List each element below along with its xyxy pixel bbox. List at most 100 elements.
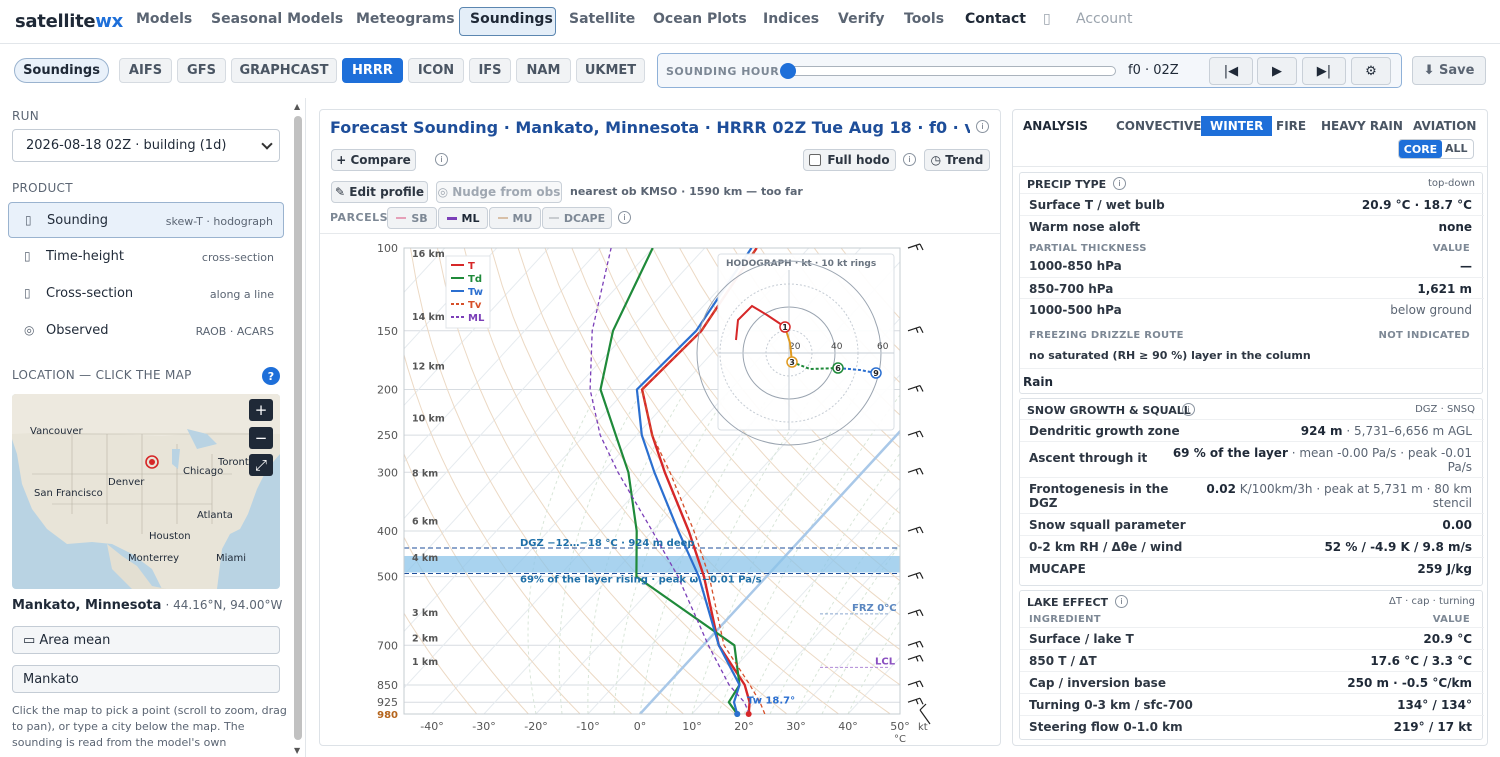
dry-adiabat: [517, 248, 891, 714]
row-value: 52 % / -4.9 K / 9.8 m/s: [1324, 540, 1472, 554]
settings-button[interactable]: ⚙: [1351, 57, 1391, 85]
product-sounding[interactable]: ▯ Sounding skew-T · hodograph: [8, 202, 284, 238]
info-icon[interactable]: i: [1182, 403, 1195, 416]
scroll-thumb[interactable]: [294, 116, 302, 740]
info-icon[interactable]: i: [435, 153, 448, 166]
model-hrrr[interactable]: HRRR: [342, 58, 403, 83]
zoom-out-button[interactable]: −: [249, 427, 273, 449]
row-label: 850-700 hPa: [1029, 282, 1114, 296]
info-icon[interactable]: i: [976, 120, 989, 133]
nav-account[interactable]: Account: [1076, 11, 1133, 27]
hour-slider-knob[interactable]: [780, 63, 796, 79]
area-mean-toggle[interactable]: ▭ Area mean: [12, 626, 280, 654]
model-aifs[interactable]: AIFS: [119, 58, 172, 83]
height-label: 4 km: [412, 553, 438, 564]
fullscreen-button[interactable]: ⤢: [249, 454, 273, 476]
height-label: 12 km: [412, 361, 445, 372]
tab-aviation[interactable]: AVIATION: [1413, 119, 1477, 133]
edit-profile-button[interactable]: ✎ Edit profile: [331, 181, 428, 203]
nav-soundings[interactable]: Soundings: [470, 11, 553, 27]
parcel-dcape[interactable]: DCAPE: [542, 207, 612, 229]
series-tw-line: [635, 248, 753, 714]
data-row: 1000-850 hPa —: [1020, 255, 1484, 277]
sidebar-scrollbar[interactable]: ▲ ▼: [292, 102, 304, 755]
user-icon[interactable]: ▯: [1043, 11, 1051, 27]
nav-contact[interactable]: Contact: [965, 11, 1026, 27]
toggle-core[interactable]: CORE: [1399, 140, 1442, 158]
dry-adiabat: [404, 352, 633, 714]
height-label: 14 km: [412, 312, 445, 323]
nudge-button[interactable]: ◎ Nudge from obs: [436, 181, 562, 203]
nav-verify[interactable]: Verify: [838, 11, 885, 27]
legend-entry: ML: [468, 313, 485, 324]
nav-indices[interactable]: Indices: [763, 11, 820, 27]
card-title: PRECIP TYPE: [1027, 178, 1107, 191]
save-button[interactable]: ⬇ Save: [1412, 56, 1486, 85]
map-city-label: Chicago: [183, 466, 224, 477]
info-icon[interactable]: i: [1113, 177, 1126, 190]
plot-title: Forecast Sounding · Mankato, Minnesota ·…: [330, 118, 970, 137]
nav-tools[interactable]: Tools: [904, 11, 945, 27]
play-button[interactable]: ▶: [1257, 57, 1297, 85]
logo-text: satellite: [15, 11, 96, 32]
product-cross-section[interactable]: ▯ Cross-section along a line: [8, 276, 284, 312]
product-time-height[interactable]: ▯ Time-height cross-section: [8, 239, 284, 275]
pressure-label: 925: [377, 696, 398, 709]
nav-ocean-plots[interactable]: Ocean Plots: [653, 11, 747, 27]
model-gfs[interactable]: GFS: [177, 58, 226, 83]
mode-soundings-pill[interactable]: Soundings: [14, 58, 109, 83]
tw-label: Tw 18.7°: [747, 695, 795, 706]
row-label: Frontogenesis in the DGZ: [1029, 482, 1169, 510]
info-icon[interactable]: i: [903, 153, 916, 166]
full-hodo-toggle[interactable]: Full hodo: [803, 149, 896, 171]
toggle-all[interactable]: ALL: [1445, 142, 1468, 155]
model-ifs[interactable]: IFS: [469, 58, 511, 83]
location-map[interactable]: Vancouver Toronto Chicago Denver San Fra…: [12, 394, 280, 589]
parcel-ml[interactable]: ML: [438, 207, 488, 229]
checkbox-icon[interactable]: [809, 154, 822, 166]
hour-slider-track[interactable]: [787, 66, 1116, 76]
tab-convective[interactable]: CONVECTIVE: [1116, 119, 1202, 133]
height-label: 16 km: [412, 249, 445, 260]
hodograph-ring-label: 60: [877, 342, 889, 352]
mu-swatch: [497, 217, 508, 219]
run-select[interactable]: 2026-08-18 02Z · building (1d): [12, 129, 280, 162]
help-icon[interactable]: ?: [262, 367, 280, 385]
product-observed[interactable]: ◎ Observed RAOB · ACARS: [8, 313, 284, 349]
first-hour-button[interactable]: |◀: [1209, 57, 1253, 85]
wind-barb-icon: [919, 703, 931, 725]
data-row: Surface / lake T 20.9 °C: [1020, 627, 1484, 649]
info-icon[interactable]: i: [1115, 595, 1128, 608]
analysis-panel: ANALYSIS CONVECTIVE WINTER FIRE HEAVY RA…: [1012, 109, 1488, 746]
logo[interactable]: satellitewx: [15, 11, 123, 32]
nav-seasonal-models[interactable]: Seasonal Models: [211, 11, 344, 27]
tab-heavy-rain[interactable]: HEAVY RAIN: [1321, 119, 1403, 133]
zoom-in-button[interactable]: +: [249, 399, 273, 421]
cross-section-icon: ▯: [24, 286, 31, 300]
product-label: PRODUCT: [12, 181, 73, 195]
location-marker-icon: [145, 455, 159, 469]
model-icon[interactable]: ICON: [408, 58, 464, 83]
city-input[interactable]: Mankato: [12, 665, 280, 693]
legend-entry: Tv: [468, 300, 482, 311]
model-ukmet[interactable]: UKMET: [576, 58, 645, 83]
tab-winter[interactable]: WINTER: [1201, 116, 1273, 136]
parcel-mu[interactable]: MU: [489, 207, 541, 229]
info-icon[interactable]: i: [618, 211, 631, 224]
last-hour-button[interactable]: ▶|: [1302, 57, 1346, 85]
parcel-sb[interactable]: SB: [387, 207, 437, 229]
row-value: 17.6 °C / 3.3 °C: [1370, 654, 1472, 668]
nav-models[interactable]: Models: [136, 11, 193, 27]
compare-button[interactable]: + Compare: [331, 149, 416, 171]
nearest-ob-note: nearest ob KMSO · 1590 km — too far: [570, 185, 803, 198]
parcel-label: SB: [411, 211, 428, 225]
tab-fire[interactable]: FIRE: [1276, 119, 1307, 133]
nav-meteograms[interactable]: Meteograms: [356, 11, 455, 27]
temp-tick-label: 0°: [634, 720, 647, 733]
model-nam[interactable]: NAM: [516, 58, 571, 83]
trend-button[interactable]: ◷ Trend: [924, 149, 990, 171]
model-graphcast[interactable]: GRAPHCAST: [231, 58, 337, 83]
nav-satellite[interactable]: Satellite: [569, 11, 636, 27]
analysis-label: ANALYSIS: [1023, 119, 1088, 133]
